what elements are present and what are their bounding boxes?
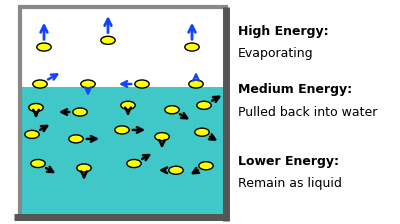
Text: High Energy:: High Energy: [238, 25, 329, 38]
Text: Medium Energy:: Medium Energy: [238, 83, 352, 96]
Circle shape [197, 101, 211, 109]
Bar [20, 7, 226, 217]
Bar [20, 7, 226, 217]
Circle shape [29, 103, 43, 112]
Circle shape [199, 162, 213, 170]
Text: Remain as liquid: Remain as liquid [238, 177, 342, 190]
Bar [20, 87, 226, 217]
Circle shape [33, 80, 47, 88]
Circle shape [135, 80, 149, 88]
Circle shape [189, 80, 203, 88]
Circle shape [69, 135, 83, 143]
Circle shape [73, 108, 87, 116]
Circle shape [31, 159, 45, 168]
Circle shape [77, 164, 91, 172]
Circle shape [37, 43, 51, 51]
Circle shape [165, 106, 179, 114]
Circle shape [121, 101, 135, 109]
Circle shape [25, 130, 39, 138]
Text: Evaporating: Evaporating [238, 47, 314, 60]
Circle shape [185, 43, 199, 51]
Circle shape [81, 80, 95, 88]
Circle shape [169, 166, 183, 174]
Text: Pulled back into water: Pulled back into water [238, 106, 377, 118]
Circle shape [155, 133, 169, 141]
Text: Lower Energy:: Lower Energy: [238, 155, 339, 168]
Circle shape [127, 159, 141, 168]
Circle shape [195, 128, 209, 136]
Circle shape [101, 36, 115, 44]
Circle shape [115, 126, 129, 134]
